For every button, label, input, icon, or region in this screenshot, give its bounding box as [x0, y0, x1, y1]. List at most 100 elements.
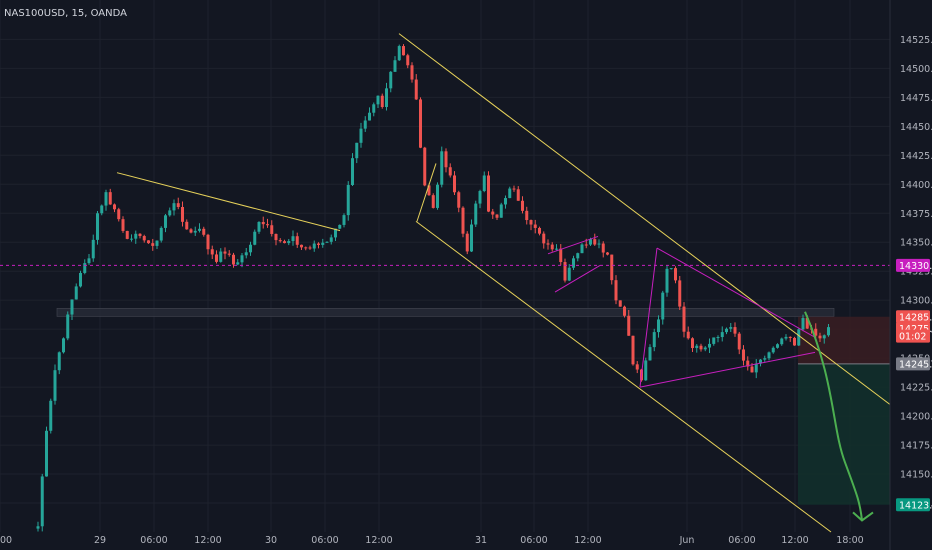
price-label-box	[896, 310, 930, 324]
candle-body	[359, 128, 363, 143]
time-axis[interactable]: 00 29 06:00 12:00 30 06:00 12:00 31 06:00 12:00 Ju…	[0, 535, 864, 546]
candle-body	[589, 239, 592, 245]
price-label-text: 14275.5	[899, 324, 932, 335]
y-tick-label: 14200.0	[900, 412, 932, 423]
candle-body	[266, 224, 269, 226]
candle-body	[601, 243, 605, 253]
candle-body	[597, 243, 601, 245]
candle-body	[827, 327, 830, 336]
drawings	[0, 33, 891, 533]
candle-body	[618, 300, 622, 307]
candle-body	[385, 88, 388, 107]
projection-arrowhead	[852, 511, 874, 522]
candle-body	[576, 253, 580, 259]
candle-body	[793, 337, 796, 346]
channel-lower-line	[415, 220, 832, 533]
candle-body	[427, 185, 431, 196]
candle-body	[737, 333, 741, 350]
candle-body	[482, 175, 486, 192]
candle-body	[121, 219, 125, 231]
candle-body	[538, 227, 541, 234]
take-profit-box	[798, 363, 890, 505]
candle-body	[300, 244, 303, 248]
candle-body	[125, 230, 129, 239]
candle-body	[83, 263, 87, 273]
y-tick-label: 14450.0	[900, 122, 932, 133]
triangle-upper-line	[656, 247, 816, 338]
candle-body	[62, 338, 65, 353]
candle-body	[108, 192, 112, 205]
candle-body	[117, 209, 121, 220]
candle-body	[419, 99, 422, 148]
candle-body	[79, 272, 82, 287]
candle-body	[499, 204, 503, 218]
candle-body	[453, 175, 456, 193]
candle-body	[521, 200, 524, 211]
x-tick-label: 06:00	[311, 535, 338, 546]
candle-body	[291, 236, 295, 242]
candle-body	[474, 203, 478, 225]
candle-body	[763, 358, 767, 360]
candle-body	[393, 60, 397, 72]
y-tick-label: 14225.0	[900, 383, 932, 394]
candle-body	[559, 248, 563, 263]
candle-body	[682, 306, 686, 332]
candle-body	[151, 243, 155, 246]
candle-body	[669, 268, 673, 270]
candle-body	[550, 244, 554, 250]
candle-body	[495, 214, 499, 218]
price-label-box	[896, 258, 930, 272]
candle-body	[542, 233, 546, 244]
candle-body	[168, 210, 172, 216]
descending-trendline	[116, 172, 341, 232]
candle-body	[767, 352, 771, 359]
candle-body	[678, 280, 682, 307]
x-tick-label: 18:00	[836, 535, 863, 546]
candle-body	[822, 335, 826, 339]
flag-upper-line	[547, 235, 599, 255]
candle-body	[431, 195, 435, 208]
candle-body	[733, 327, 737, 334]
candle-body	[716, 337, 720, 339]
candle-body	[249, 244, 252, 253]
candle-body	[448, 167, 452, 176]
candle-body	[512, 188, 516, 190]
candle-body	[193, 230, 197, 233]
candle-body	[49, 400, 53, 431]
channel-upper-line	[398, 33, 891, 405]
x-tick-label: 30	[265, 535, 277, 546]
candle-body	[346, 185, 350, 216]
y-tick-label: 14375.0	[900, 209, 932, 220]
y-tick-label: 14475.0	[900, 93, 932, 104]
x-tick-label: 12:00	[574, 535, 601, 546]
candle-body	[423, 147, 427, 186]
candle-body	[240, 255, 244, 263]
candle-body	[746, 360, 750, 367]
price-label-text: 14330.0	[899, 261, 932, 272]
x-tick-label: Jun	[679, 535, 695, 546]
candle-body	[134, 233, 138, 239]
candle-body	[181, 206, 184, 222]
candle-body	[478, 191, 482, 204]
candle-body	[461, 207, 465, 234]
candle-body	[470, 224, 473, 252]
candle-body	[274, 233, 278, 241]
candle-body	[70, 299, 74, 315]
triangle-lower-line	[639, 351, 816, 388]
candle-body	[606, 252, 609, 255]
candle-body	[708, 343, 711, 348]
flag-lower-line	[554, 264, 601, 293]
candle-body	[410, 65, 414, 80]
candle-body	[329, 237, 333, 242]
channel-inner-line	[416, 163, 437, 222]
candle-body	[644, 360, 648, 381]
candle-body	[232, 254, 235, 265]
candle-body	[372, 104, 376, 113]
candle-body	[771, 347, 775, 353]
candle-body	[376, 95, 380, 105]
candles	[36, 44, 830, 532]
candle-body	[287, 241, 291, 244]
price-label-text: 14245.0	[899, 359, 932, 370]
